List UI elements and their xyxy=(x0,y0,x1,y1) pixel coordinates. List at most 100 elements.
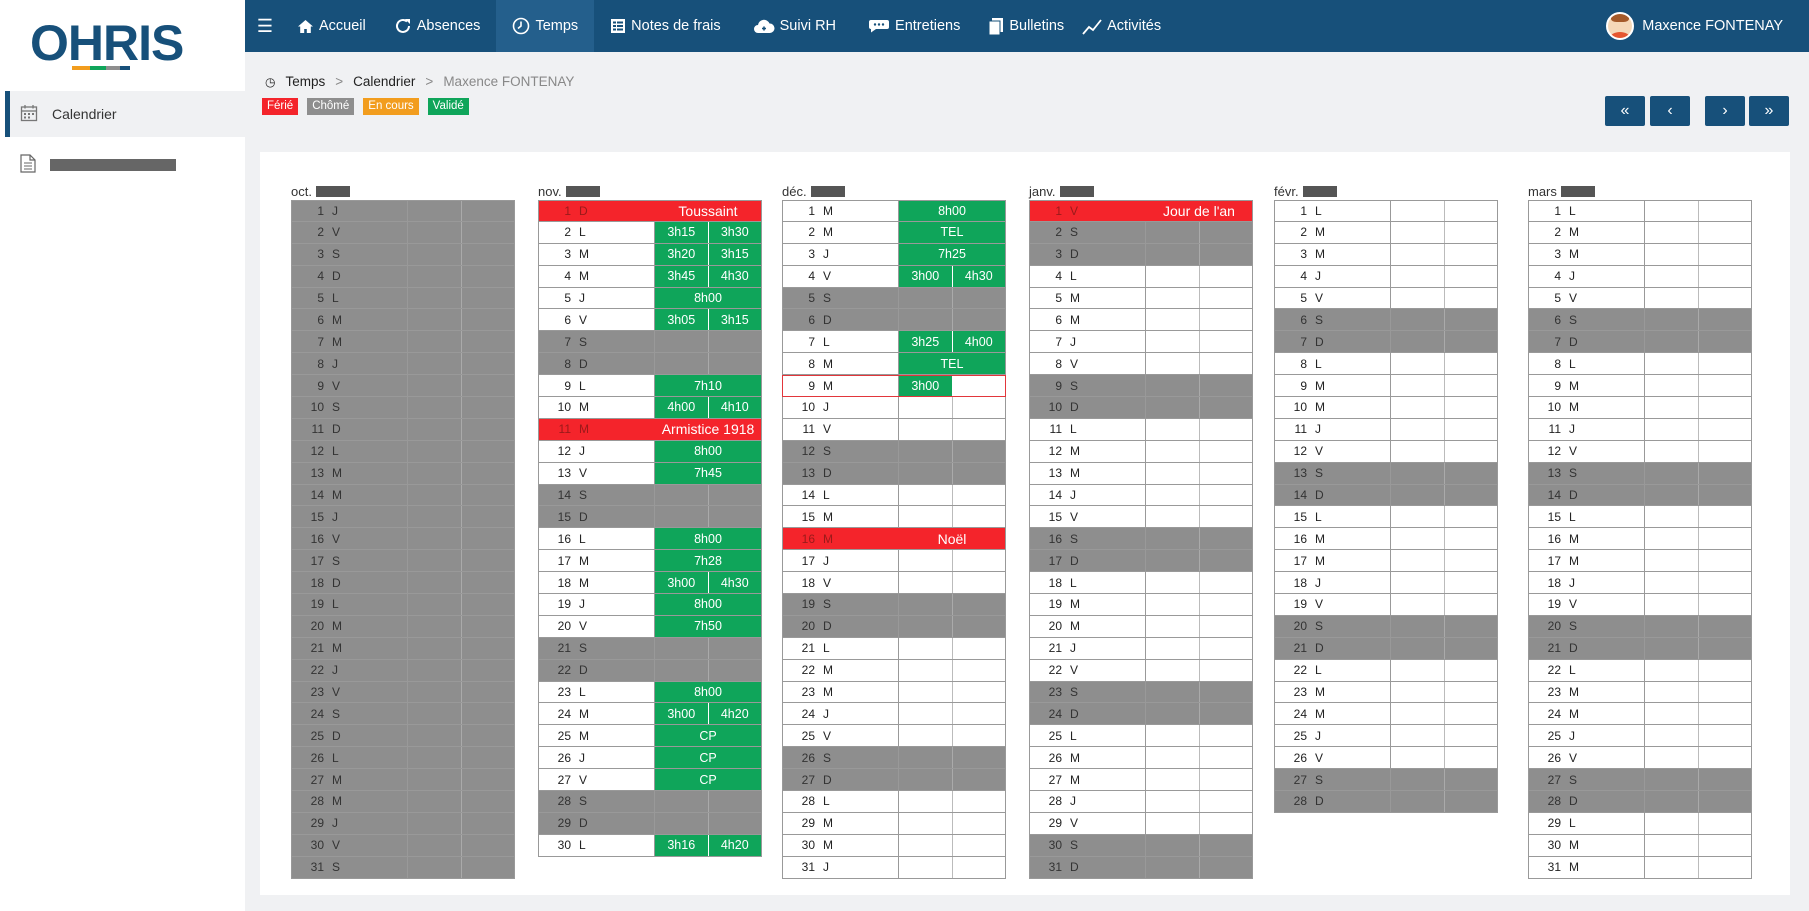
empty-slot[interactable] xyxy=(1146,331,1200,353)
empty-slot[interactable] xyxy=(408,769,462,791)
day-row[interactable]: 11 J xyxy=(1528,418,1752,441)
empty-slot[interactable] xyxy=(462,222,515,243)
day-row[interactable]: 11 M Armistice 1918 xyxy=(538,418,762,441)
empty-slot[interactable] xyxy=(1699,813,1752,834)
time-entry[interactable]: 8h00 xyxy=(655,440,761,462)
day-row[interactable]: 15 V xyxy=(1029,506,1253,529)
empty-slot[interactable] xyxy=(462,660,515,681)
empty-slot[interactable] xyxy=(655,659,709,681)
empty-slot[interactable] xyxy=(1645,201,1699,221)
empty-slot[interactable] xyxy=(1200,331,1253,352)
empty-slot[interactable] xyxy=(408,201,462,221)
empty-slot[interactable] xyxy=(899,462,953,484)
time-entry-morning[interactable]: 3h00 xyxy=(655,703,709,725)
empty-slot[interactable] xyxy=(1445,725,1498,746)
day-row[interactable]: 11 V xyxy=(782,418,1006,441)
day-row[interactable]: 11 J xyxy=(1274,418,1498,441)
day-row[interactable]: 29 V xyxy=(1029,812,1253,835)
empty-slot[interactable] xyxy=(953,682,1006,703)
empty-slot[interactable] xyxy=(1445,791,1498,812)
empty-slot[interactable] xyxy=(1445,485,1498,506)
empty-slot[interactable] xyxy=(1445,638,1498,659)
day-row[interactable]: 14 L xyxy=(782,484,1006,507)
empty-slot[interactable] xyxy=(1699,485,1752,506)
day-row[interactable]: 19 J 8h00 xyxy=(538,594,762,616)
day-row[interactable]: 13 M xyxy=(1029,462,1253,485)
empty-slot[interactable] xyxy=(1200,572,1253,593)
empty-slot[interactable] xyxy=(408,856,462,878)
empty-slot[interactable] xyxy=(953,485,1006,506)
empty-slot[interactable] xyxy=(1391,375,1445,397)
day-row[interactable]: 26 S xyxy=(782,747,1006,770)
day-row[interactable]: 14 D xyxy=(1274,484,1498,507)
day-row[interactable]: 17 M xyxy=(1274,550,1498,573)
day-row[interactable]: 25 J xyxy=(1528,725,1752,748)
empty-slot[interactable] xyxy=(1699,441,1752,462)
day-row[interactable]: 15 L xyxy=(1274,506,1498,529)
day-row[interactable]: 15 D xyxy=(538,506,762,529)
empty-slot[interactable] xyxy=(1645,572,1699,594)
empty-slot[interactable] xyxy=(953,288,1006,309)
empty-slot[interactable] xyxy=(462,463,515,484)
day-row[interactable]: 16 M xyxy=(1528,528,1752,551)
time-entry-afternoon[interactable]: 3h30 xyxy=(708,221,761,243)
empty-slot[interactable] xyxy=(1699,288,1752,309)
time-entry-morning[interactable]: 3h45 xyxy=(655,265,709,287)
day-row[interactable]: 28 D xyxy=(1274,791,1498,813)
day-row[interactable]: 25 V xyxy=(782,725,1006,748)
empty-slot[interactable] xyxy=(1699,222,1752,243)
day-row[interactable]: 13 V 7h45 xyxy=(538,462,762,485)
empty-slot[interactable] xyxy=(1645,681,1699,703)
empty-slot[interactable] xyxy=(899,637,953,659)
empty-slot[interactable] xyxy=(1391,615,1445,637)
empty-slot[interactable] xyxy=(1200,725,1253,746)
empty-slot[interactable] xyxy=(462,528,515,549)
empty-slot[interactable] xyxy=(1445,550,1498,571)
empty-slot[interactable] xyxy=(1445,572,1498,593)
empty-slot[interactable] xyxy=(1391,287,1445,309)
time-entry[interactable]: 8h00 xyxy=(655,528,761,550)
day-row[interactable]: 13 D xyxy=(782,462,1006,485)
time-entry-morning[interactable]: 3h15 xyxy=(655,221,709,243)
day-row[interactable]: 26 M xyxy=(1029,747,1253,770)
day-row[interactable]: 22 M xyxy=(782,659,1006,682)
empty-slot[interactable] xyxy=(462,266,515,287)
day-row[interactable]: 16 M xyxy=(1274,528,1498,551)
empty-slot[interactable] xyxy=(408,331,462,353)
day-row[interactable]: 27 D xyxy=(782,769,1006,792)
holiday-label[interactable]: Jour de l'an xyxy=(1163,202,1235,219)
empty-slot[interactable] xyxy=(462,244,515,265)
empty-slot[interactable] xyxy=(1146,615,1200,637)
empty-slot[interactable] xyxy=(1200,288,1253,309)
empty-slot[interactable] xyxy=(1146,791,1200,812)
empty-slot[interactable] xyxy=(462,813,515,834)
time-entry[interactable]: 8h00 xyxy=(655,681,761,703)
day-row[interactable]: 26 J CP xyxy=(538,747,762,770)
day-row[interactable]: 10 J xyxy=(782,397,1006,419)
day-row[interactable]: 25 M CP xyxy=(538,725,762,748)
time-entry[interactable]: CP xyxy=(655,747,761,769)
empty-slot[interactable] xyxy=(1391,550,1445,572)
empty-slot[interactable] xyxy=(1445,222,1498,243)
day-row[interactable]: 19 L xyxy=(291,594,515,616)
empty-slot[interactable] xyxy=(1200,550,1253,571)
empty-slot[interactable] xyxy=(899,418,953,440)
day-row[interactable]: 30 V xyxy=(291,834,515,857)
day-row[interactable]: 21 D xyxy=(1274,637,1498,660)
time-entry[interactable]: 8h00 xyxy=(899,201,1005,221)
empty-slot[interactable] xyxy=(1445,266,1498,287)
day-row[interactable]: 26 V xyxy=(1528,747,1752,770)
empty-slot[interactable] xyxy=(899,703,953,725)
empty-slot[interactable] xyxy=(899,725,953,747)
empty-slot[interactable] xyxy=(408,550,462,572)
day-row[interactable]: 18 V xyxy=(782,572,1006,595)
day-row[interactable]: 24 M xyxy=(1274,703,1498,726)
empty-slot[interactable] xyxy=(1200,703,1253,724)
empty-slot[interactable] xyxy=(1699,419,1752,440)
empty-slot[interactable] xyxy=(1699,463,1752,484)
